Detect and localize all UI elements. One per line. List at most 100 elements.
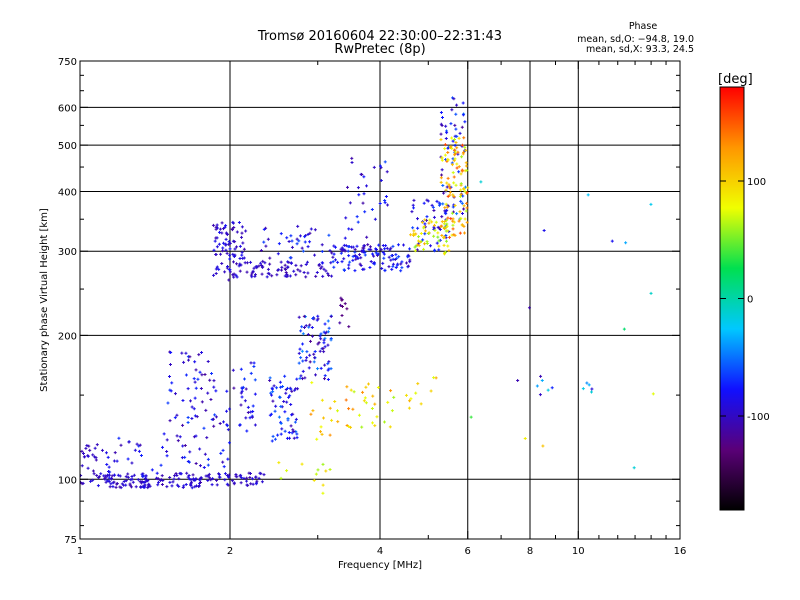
data-point (328, 249, 332, 253)
data-point (112, 473, 116, 477)
data-point (411, 203, 415, 207)
data-point (347, 263, 351, 267)
data-point (253, 423, 257, 427)
data-point (302, 326, 306, 330)
data-point (198, 447, 202, 451)
data-point (107, 465, 111, 469)
data-point (350, 227, 354, 231)
data-point (429, 244, 433, 248)
data-point (381, 261, 385, 265)
data-point (347, 424, 351, 428)
data-point (308, 240, 312, 244)
data-point (397, 255, 401, 259)
data-point (445, 208, 449, 212)
data-point (89, 479, 93, 483)
data-point (541, 444, 545, 448)
data-point (235, 245, 239, 249)
data-point (406, 255, 410, 259)
data-point (353, 247, 357, 251)
data-point (305, 350, 309, 354)
data-point (249, 260, 253, 264)
data-point (82, 452, 86, 456)
data-point (300, 377, 304, 381)
data-point (227, 278, 231, 282)
data-point (340, 304, 344, 308)
data-point (348, 201, 352, 205)
data-point (308, 323, 312, 327)
data-point (80, 449, 84, 453)
data-point (212, 385, 216, 389)
data-point (165, 450, 169, 454)
data-point (300, 325, 304, 329)
chart-title: Tromsø 20160604 22:30:00–22:31:43 (257, 29, 502, 44)
data-point (244, 229, 248, 233)
data-point (311, 316, 315, 320)
x-axis-label: Frequency [MHz] (338, 560, 422, 571)
data-point (214, 389, 218, 393)
data-point (344, 398, 348, 402)
data-point (146, 479, 150, 483)
data-point (233, 254, 237, 258)
data-point (350, 161, 354, 165)
data-point (268, 376, 272, 380)
data-point (465, 201, 469, 205)
data-point (586, 193, 590, 197)
data-point (332, 252, 336, 256)
data-point (238, 423, 242, 427)
data-point (172, 477, 176, 481)
data-point (373, 402, 377, 406)
data-point (115, 482, 119, 486)
data-point (306, 271, 310, 275)
data-point (221, 246, 225, 250)
data-point (231, 368, 235, 372)
data-point (461, 101, 465, 105)
data-point (293, 388, 297, 392)
data-point (446, 146, 450, 150)
data-point (245, 270, 249, 274)
data-point (220, 231, 224, 235)
data-point (240, 235, 244, 239)
data-point (228, 241, 232, 245)
data-point (294, 273, 298, 277)
data-point (193, 414, 197, 418)
data-point (260, 480, 264, 484)
data-point (190, 416, 194, 420)
data-point (445, 185, 449, 189)
data-point (444, 188, 448, 192)
data-point (294, 417, 298, 421)
data-point (328, 433, 332, 437)
data-point (464, 185, 468, 189)
data-point (285, 469, 289, 473)
data-point (296, 224, 300, 228)
data-point (188, 450, 192, 454)
data-point (425, 240, 429, 244)
data-point (359, 256, 363, 260)
data-point (452, 175, 456, 179)
data-point (279, 232, 283, 236)
data-point (321, 462, 325, 466)
data-point (407, 406, 411, 410)
data-point (437, 239, 441, 243)
data-point (317, 341, 321, 345)
data-point (313, 349, 317, 353)
data-point (208, 476, 212, 480)
data-point (222, 420, 226, 424)
data-point (649, 291, 653, 295)
data-point (93, 455, 97, 459)
data-point (193, 380, 197, 384)
data-point (458, 217, 462, 221)
data-point (463, 190, 467, 194)
data-point (305, 356, 309, 360)
data-point (409, 397, 413, 401)
data-point (224, 224, 228, 228)
data-point (360, 425, 364, 429)
data-point (460, 211, 464, 215)
stats-heading: Phase (629, 21, 658, 32)
data-point (250, 275, 254, 279)
data-point (144, 474, 148, 478)
data-point (343, 236, 347, 240)
data-point (458, 231, 462, 235)
data-point (238, 257, 242, 261)
data-point (283, 410, 287, 414)
